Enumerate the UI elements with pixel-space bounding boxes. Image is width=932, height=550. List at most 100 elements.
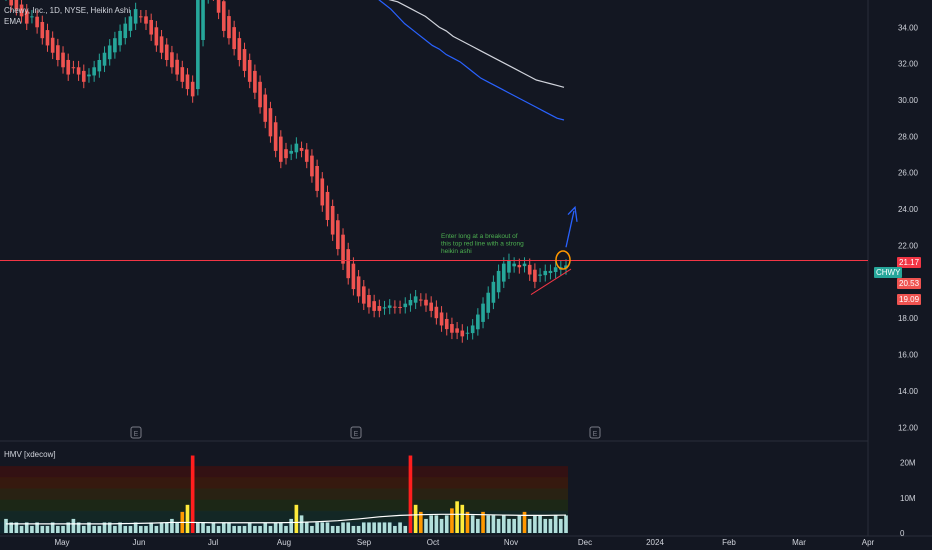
earnings-marker [350, 426, 362, 439]
volume-bar [216, 525, 221, 533]
symbol-legend[interactable]: Chewy, Inc., 1D, NYSE, Heikin Ashi [4, 6, 131, 15]
candle-body [470, 325, 475, 334]
candle-body [527, 264, 532, 275]
volume-bar [367, 522, 371, 533]
candle-body [247, 59, 252, 82]
volume-bar [382, 522, 387, 533]
candle-body [56, 45, 60, 60]
candle-body [24, 10, 29, 24]
volume-bar [102, 522, 107, 533]
candle-body [180, 67, 185, 82]
candle-body [408, 300, 413, 306]
x-tick-label: Mar [792, 538, 806, 547]
candle-body [439, 312, 444, 326]
volume-bar [30, 525, 34, 533]
volume-bar [465, 511, 470, 533]
volume-bar [486, 515, 491, 533]
volume-bar [113, 525, 117, 533]
candle-body [538, 274, 542, 276]
volume-legend[interactable]: HMV [xdecow] [4, 450, 56, 459]
candle-body [564, 265, 568, 269]
volume-bar [164, 522, 169, 533]
volume-bar [325, 522, 330, 533]
volume-bar [444, 515, 449, 533]
volume-bar [273, 522, 278, 533]
candle-body [107, 45, 112, 60]
candle-body [237, 38, 242, 60]
volume-bar [61, 525, 65, 533]
volume-bar [507, 518, 511, 533]
y-tick-label: 26.00 [898, 169, 919, 178]
resistance-price-tag: 21.17 [897, 257, 922, 268]
annotation-text: heikin ashi [441, 248, 472, 255]
volume-bar [336, 525, 340, 533]
candle-body [144, 16, 148, 24]
volume-bar [408, 455, 413, 533]
volume-tick-label: 0 [900, 529, 905, 538]
candle-body [128, 16, 133, 31]
support-trendline [530, 268, 572, 295]
candle-body [19, 4, 24, 17]
volume-bar [341, 522, 345, 533]
volume-bar [92, 525, 96, 533]
candle-body [50, 37, 55, 53]
y-tick-label: 18.00 [898, 314, 919, 323]
volume-heat-band [0, 488, 568, 501]
volume-bar [211, 522, 216, 533]
candle-body [460, 330, 465, 337]
volume-bar [434, 515, 439, 533]
candle-body [387, 305, 392, 308]
volume-bar [9, 522, 13, 533]
candle-body [533, 269, 537, 282]
volume-bar [237, 525, 242, 533]
candle-body [455, 328, 459, 333]
candle-body [341, 234, 345, 264]
volume-bar [304, 522, 309, 533]
candle-body [133, 9, 138, 24]
volume-bar [4, 518, 8, 533]
candle-body [35, 16, 39, 28]
volume-bar [133, 522, 138, 533]
y-tick-label: 34.00 [898, 23, 919, 32]
candle-body [71, 67, 76, 69]
candle-body [258, 81, 262, 108]
candle-body [66, 59, 71, 75]
earnings-marker [589, 426, 601, 439]
x-tick-label: Feb [722, 538, 736, 547]
last-price-tag: 20.53 [897, 278, 922, 289]
y-tick-label: 32.00 [898, 60, 919, 69]
earnings-marker-label: E [134, 431, 139, 438]
volume-heat-band [0, 477, 568, 489]
volume-bar [450, 508, 454, 533]
candle-body [491, 281, 496, 303]
candle-body [118, 30, 122, 46]
candle-body [92, 67, 96, 76]
volume-bar [40, 525, 45, 533]
candle-body [351, 263, 356, 290]
candle-body [444, 318, 449, 330]
breakout-arrow-shaft [565, 210, 575, 248]
ema-legend[interactable]: EMA [4, 17, 22, 26]
volume-bar [377, 522, 382, 533]
candle-body [232, 27, 236, 50]
x-tick-label: Aug [277, 538, 291, 547]
candle-body [450, 324, 454, 333]
volume-bar [299, 515, 304, 533]
volume-bar [81, 525, 86, 533]
y-tick-label: 28.00 [898, 132, 919, 141]
volume-bar [403, 525, 408, 533]
volume-bar [97, 525, 102, 533]
candle-body [486, 292, 491, 313]
candle-body [14, 0, 19, 10]
candle-body [45, 30, 50, 46]
candle-body [175, 59, 179, 75]
candle-body [139, 16, 143, 18]
volume-bar [470, 515, 475, 533]
candle-body [496, 270, 501, 293]
candle-body [242, 49, 247, 71]
candle-body [315, 165, 319, 191]
low-price-tag: 19.09 [897, 294, 922, 305]
x-tick-label: 2024 [646, 538, 664, 547]
volume-heat-band [0, 521, 568, 534]
